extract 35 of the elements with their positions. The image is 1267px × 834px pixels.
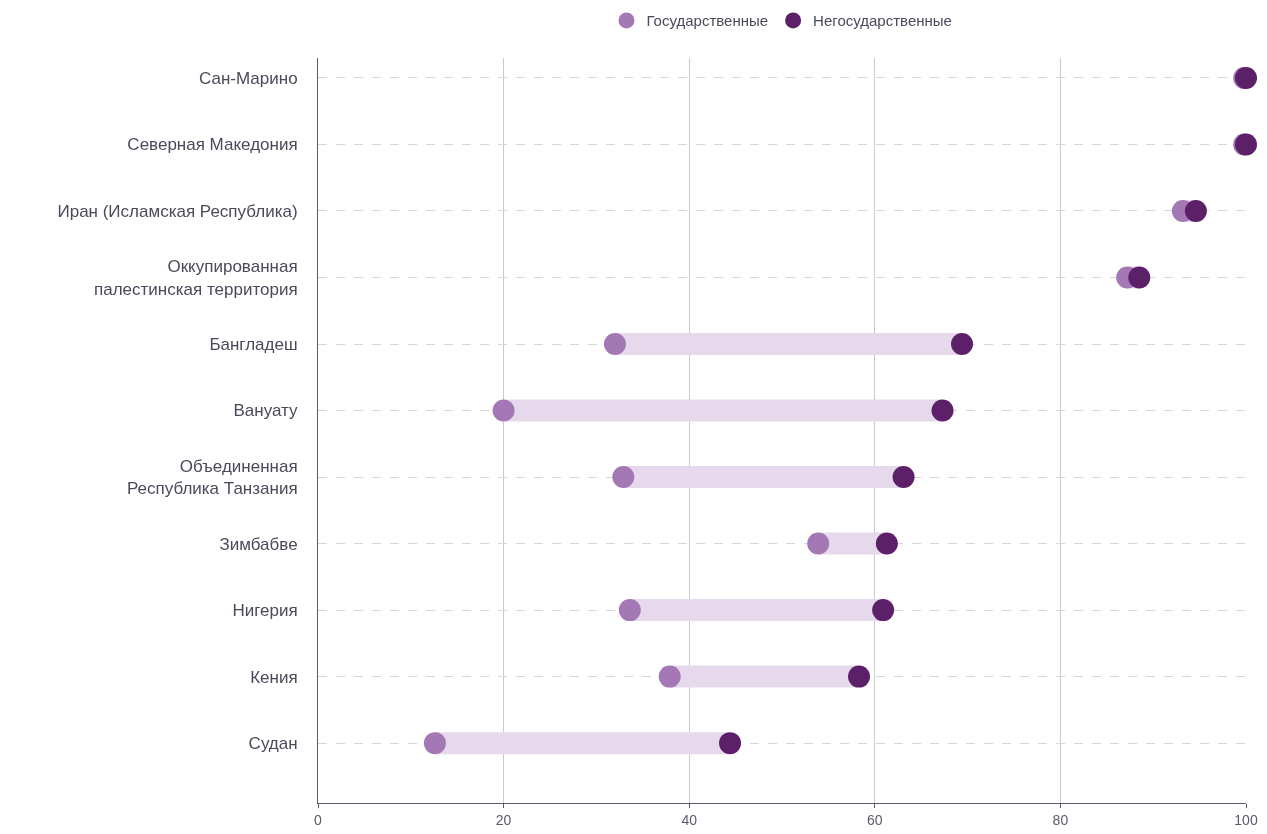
- x-tick-label: 60: [867, 811, 883, 828]
- x-tick-label: 100: [1234, 811, 1258, 828]
- y-tick-label: Вануату: [233, 401, 299, 421]
- point: [492, 399, 515, 422]
- point: [1184, 199, 1207, 222]
- y-tick-label: Оккупированная палестинская территория: [94, 257, 298, 299]
- x-tick-label: 0: [314, 811, 323, 828]
- y-tick-label: Сан-Марино: [199, 68, 298, 88]
- y-tick-label: Кения: [250, 667, 298, 687]
- x-tick-label: 20: [495, 811, 512, 828]
- point: [658, 665, 681, 688]
- legend-label: Негосударственные: [813, 12, 952, 30]
- y-tick-label: Объединенная Республика Танзания: [126, 456, 298, 499]
- point: [931, 399, 954, 422]
- y-tick-label: Зимбабве: [219, 534, 298, 554]
- point: [892, 466, 915, 489]
- point: [875, 532, 898, 555]
- y-tick-label: Бангладеш: [209, 334, 298, 354]
- y-tick-label: Нигерия: [232, 601, 298, 621]
- point: [848, 665, 871, 688]
- point: [807, 532, 830, 555]
- point: [1128, 266, 1151, 289]
- point: [951, 333, 974, 356]
- point: [618, 599, 641, 622]
- point: [603, 333, 626, 356]
- point: [719, 732, 742, 755]
- y-tick-label: Судан: [248, 734, 298, 754]
- x-tick-label: 80: [1052, 811, 1069, 828]
- y-tick-label: Иран (Исламская Республика): [57, 201, 298, 221]
- point: [423, 732, 446, 755]
- x-tick-label: 40: [681, 811, 698, 828]
- y-tick-label: Северная Македония: [127, 135, 298, 155]
- legend-label: Государственные: [646, 12, 769, 30]
- point: [872, 599, 895, 622]
- point: [612, 466, 635, 489]
